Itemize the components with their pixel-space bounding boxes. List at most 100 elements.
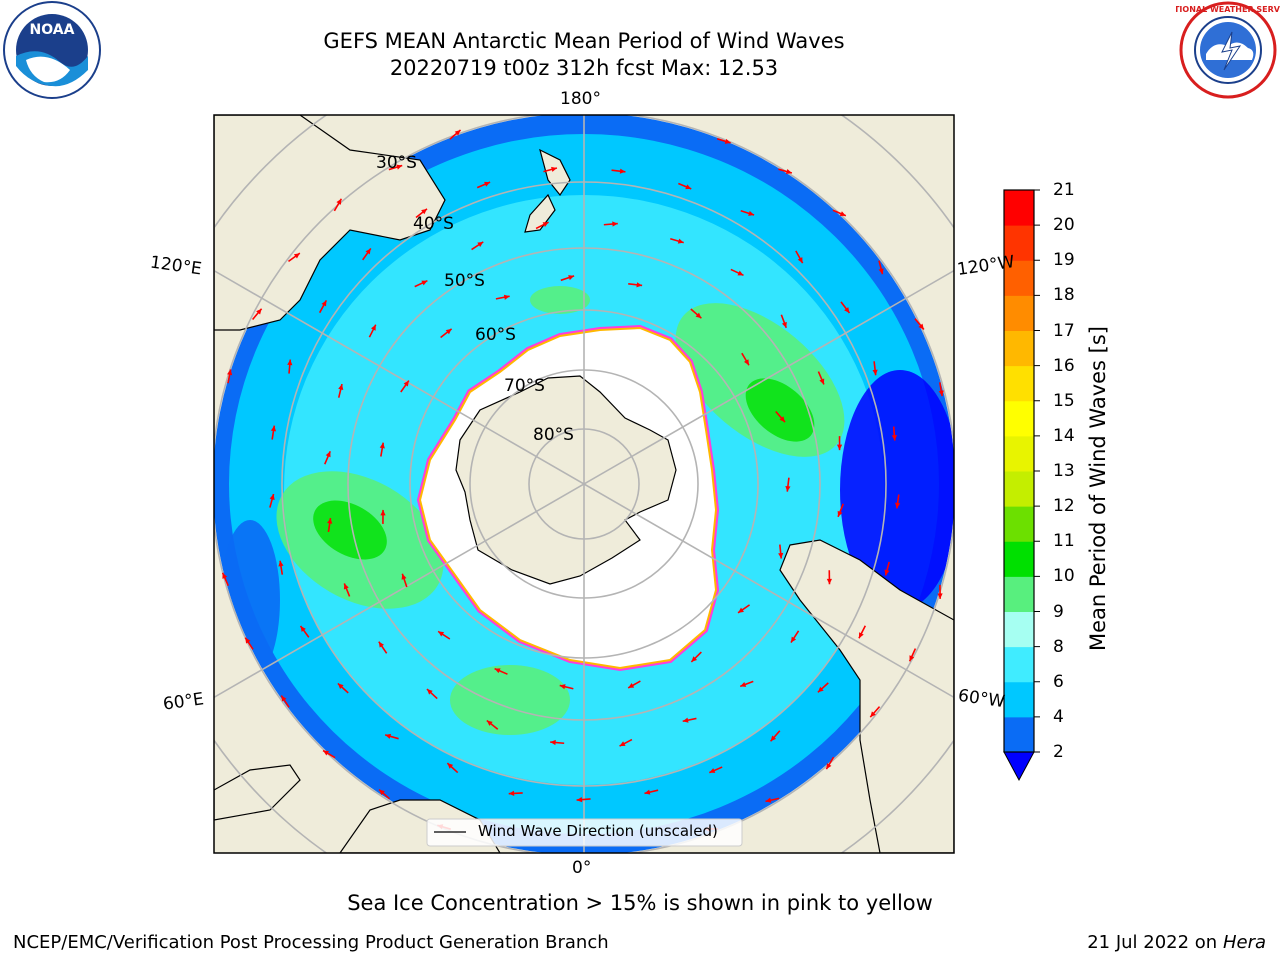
colorbar-segment	[1004, 681, 1034, 718]
wind-arrow-head	[628, 683, 635, 688]
lon-label-180: 180°	[560, 89, 601, 109]
wind-arrow-head	[336, 198, 342, 205]
wind-arrow-head	[836, 444, 843, 451]
colorbar-segment	[1004, 541, 1034, 577]
wind-arrow-head	[542, 222, 549, 227]
colorbar-tick-label: 20	[1053, 215, 1075, 236]
wind-arrow-head	[644, 789, 651, 795]
wind-arrow-head	[619, 168, 626, 174]
wind-arrow-head	[779, 416, 785, 423]
wind-arrow-head	[403, 380, 409, 387]
colorbar-tick-label: 21	[1053, 180, 1075, 200]
colorbar-tick-label: 9	[1053, 601, 1064, 622]
lon-label-0: 0°	[572, 858, 592, 878]
colorbar-segment	[1004, 506, 1034, 542]
wind-arrow-head	[343, 583, 349, 590]
wind-arrow-head	[837, 510, 843, 517]
svg-text:NOAA: NOAA	[30, 22, 75, 38]
wind-arrow-head	[494, 668, 501, 674]
wind-arrow-head	[327, 518, 333, 524]
svg-text:NATIONAL WEATHER SERVICE: NATIONAL WEATHER SERVICE	[1176, 5, 1280, 14]
wind-arrow-head	[937, 593, 943, 599]
wind-arrow-head	[484, 181, 491, 187]
wind-arrow-head	[281, 695, 287, 702]
green-patch-1-core	[313, 500, 387, 560]
map-frame	[213, 114, 955, 854]
wind-arrow-head	[695, 312, 702, 319]
colorbar	[1003, 189, 1040, 782]
wind-arrow-head	[895, 502, 901, 509]
wind-arrow-head	[370, 324, 376, 331]
wind-arrow-head	[421, 280, 428, 286]
wind-arrow-head	[724, 138, 731, 144]
wind-arrow-head	[447, 763, 454, 769]
colorbar-segment	[1004, 611, 1034, 648]
green-patch-3	[450, 665, 570, 735]
colorbar-tick-label: 11	[1053, 531, 1075, 552]
wind-arrow-head	[323, 750, 330, 756]
wind-arrow-head	[576, 797, 583, 803]
colorbar-segment	[1004, 435, 1034, 472]
wind-arrow-head	[287, 359, 293, 366]
colorbar-tick-label: 6	[1053, 671, 1064, 692]
wind-arrow-head	[380, 509, 386, 516]
wind-arrow-head	[385, 733, 392, 739]
lat-label-60s: 60°S	[475, 325, 516, 345]
wind-arrow-head	[401, 573, 407, 580]
wind-arrow-head	[778, 552, 784, 559]
wind-arrow-head	[765, 797, 772, 803]
wind-arrow-head	[438, 631, 445, 637]
wind-arrow-head	[222, 572, 228, 579]
wind-arrow-head	[325, 451, 331, 458]
wind-wave-arrows	[221, 129, 944, 832]
map-area	[214, 115, 954, 853]
colorbar-tick-label: 10	[1053, 566, 1075, 587]
wind-arrow-head	[378, 641, 385, 648]
wind-arrow-head	[379, 442, 385, 449]
wind-arrow-head	[770, 735, 777, 742]
wind-arrow-head	[844, 307, 850, 313]
wind-arrow-head	[918, 323, 924, 330]
wind-arrow-head	[321, 300, 327, 307]
wind-arrow-head	[858, 632, 864, 639]
colorbar-label: Mean Period of Wind Waves [s]	[1086, 326, 1110, 651]
wind-arrow-head	[503, 294, 510, 300]
wind-arrow-head	[748, 210, 755, 216]
wind-arrow-head	[878, 268, 884, 275]
wind-arrow-head	[872, 369, 878, 376]
noaa-logo: NOAA	[0, 0, 104, 104]
wind-arrow-head	[691, 656, 698, 662]
wind-arrow-head	[790, 636, 797, 643]
dark-blue-region	[840, 370, 954, 610]
wind-arrow-head	[508, 790, 515, 797]
wind-arrow-head	[486, 720, 493, 726]
colorbar-segment	[1004, 295, 1034, 331]
sea-ice-caption: Sea Ice Concentration > 15% is shown in …	[347, 891, 933, 915]
colorbar-segment	[1004, 646, 1034, 683]
wind-arrow-head	[270, 425, 277, 432]
lat-label-50s: 50°S	[444, 271, 485, 291]
wind-arrow-head	[636, 282, 643, 288]
colorbar-tick-label: 14	[1053, 425, 1075, 446]
wind-arrow-head	[278, 560, 284, 567]
lat-label-70s: 70°S	[504, 376, 545, 396]
legend-label: Wind Wave Direction (unscaled)	[478, 822, 718, 840]
wind-arrow-head	[685, 184, 692, 190]
colorbar-segment	[1004, 190, 1034, 226]
wind-arrow-head	[396, 164, 403, 170]
wind-arrow-head	[551, 166, 557, 172]
map-legend	[426, 818, 743, 847]
wind-arrow-head	[839, 211, 846, 217]
wind-arrow-head	[785, 169, 792, 175]
wind-arrow-head	[293, 253, 300, 259]
wind-arrow-head	[477, 241, 484, 248]
wind-arrow-head	[379, 789, 385, 796]
footer-host: Hera	[1222, 932, 1266, 953]
colorbar-segment	[1004, 400, 1034, 437]
footer-date-text: 21 Jul 2022 on	[1087, 932, 1223, 953]
wind-arrow-head	[619, 741, 626, 747]
colorbar-segment	[1004, 576, 1034, 612]
wind-arrow-head	[300, 626, 306, 632]
wind-arrow-head	[740, 682, 747, 687]
colorbar-segment	[1004, 260, 1034, 296]
